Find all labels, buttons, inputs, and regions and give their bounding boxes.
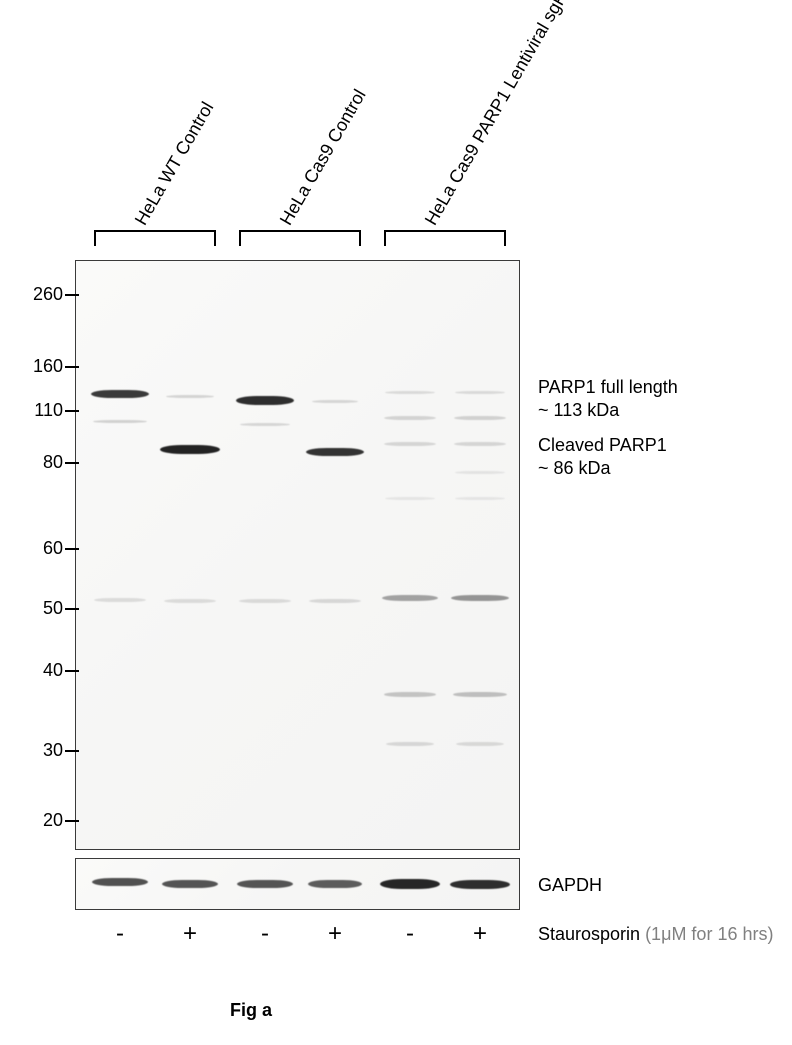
blot-band: [380, 879, 440, 889]
column-label: HeLa Cas9 PARP1 Lentiviral sgRNA: [421, 0, 585, 229]
blot-band: [239, 599, 291, 603]
blot-band: [312, 400, 358, 403]
treatment-symbol: -: [250, 920, 280, 948]
blot-band: [455, 391, 505, 394]
blot-band: [92, 878, 148, 886]
blot-band: [385, 497, 435, 500]
blot-panel-main: [75, 260, 520, 850]
treatment-symbol: -: [105, 920, 135, 948]
treatment-detail: (1μM for 16 hrs): [645, 924, 773, 944]
blot-band: [454, 442, 506, 446]
blot-band: [382, 595, 438, 601]
lane-bracket: [239, 230, 361, 244]
blot-band: [451, 595, 509, 601]
treatment-symbol: +: [320, 920, 350, 948]
mw-marker-label: 60: [23, 538, 63, 559]
mw-tick: [65, 294, 79, 296]
mw-tick: [65, 410, 79, 412]
panel-bg: [76, 261, 519, 849]
mw-marker-label: 50: [23, 598, 63, 619]
mw-tick: [65, 366, 79, 368]
mw-marker-label: 160: [23, 356, 63, 377]
blot-band: [453, 692, 507, 697]
blot-band: [456, 742, 504, 746]
blot-band: [384, 442, 436, 446]
blot-band: [384, 416, 436, 420]
band-annotation: Cleaved PARP1~ 86 kDa: [538, 434, 667, 481]
blot-band: [162, 880, 218, 888]
western-blot-figure: HeLa WT Control HeLa Cas9 Control HeLa Cas…: [0, 0, 792, 1045]
blot-band: [385, 391, 435, 394]
mw-marker-label: 110: [23, 400, 63, 421]
mw-tick: [65, 820, 79, 822]
blot-band: [308, 880, 362, 888]
mw-marker-label: 20: [23, 810, 63, 831]
figure-caption: Fig a: [230, 1000, 272, 1021]
blot-band: [236, 396, 294, 405]
mw-marker-label: 260: [23, 284, 63, 305]
blot-band: [91, 390, 149, 398]
blot-band: [450, 880, 510, 889]
treatment-text: Staurosporin: [538, 924, 645, 944]
blot-band: [237, 880, 293, 888]
blot-band: [309, 599, 361, 603]
lane-bracket: [384, 230, 506, 244]
treatment-symbol: -: [395, 920, 425, 948]
treatment-symbol: +: [465, 920, 495, 948]
blot-band: [455, 497, 505, 500]
mw-marker-label: 80: [23, 452, 63, 473]
blot-band: [386, 742, 434, 746]
column-label: HeLa Cas9 Control: [276, 86, 371, 229]
mw-marker-label: 30: [23, 740, 63, 761]
treatment-symbol: +: [175, 920, 205, 948]
blot-band: [94, 598, 146, 602]
lane-bracket: [94, 230, 216, 244]
blot-band: [240, 423, 290, 426]
blot-band: [454, 416, 506, 420]
mw-tick: [65, 608, 79, 610]
column-label: HeLa WT Control: [131, 98, 219, 229]
blot-band: [93, 420, 147, 423]
blot-band: [384, 692, 436, 697]
blot-band: [455, 471, 505, 474]
band-annotation: PARP1 full length~ 113 kDa: [538, 376, 678, 423]
mw-tick: [65, 750, 79, 752]
treatment-label: Staurosporin (1μM for 16 hrs): [538, 924, 773, 945]
blot-band: [160, 445, 220, 454]
blot-band: [164, 599, 216, 603]
mw-marker-label: 40: [23, 660, 63, 681]
mw-tick: [65, 462, 79, 464]
blot-band: [166, 395, 214, 398]
mw-tick: [65, 548, 79, 550]
blot-band: [306, 448, 364, 456]
gapdh-label: GAPDH: [538, 874, 602, 897]
mw-tick: [65, 670, 79, 672]
